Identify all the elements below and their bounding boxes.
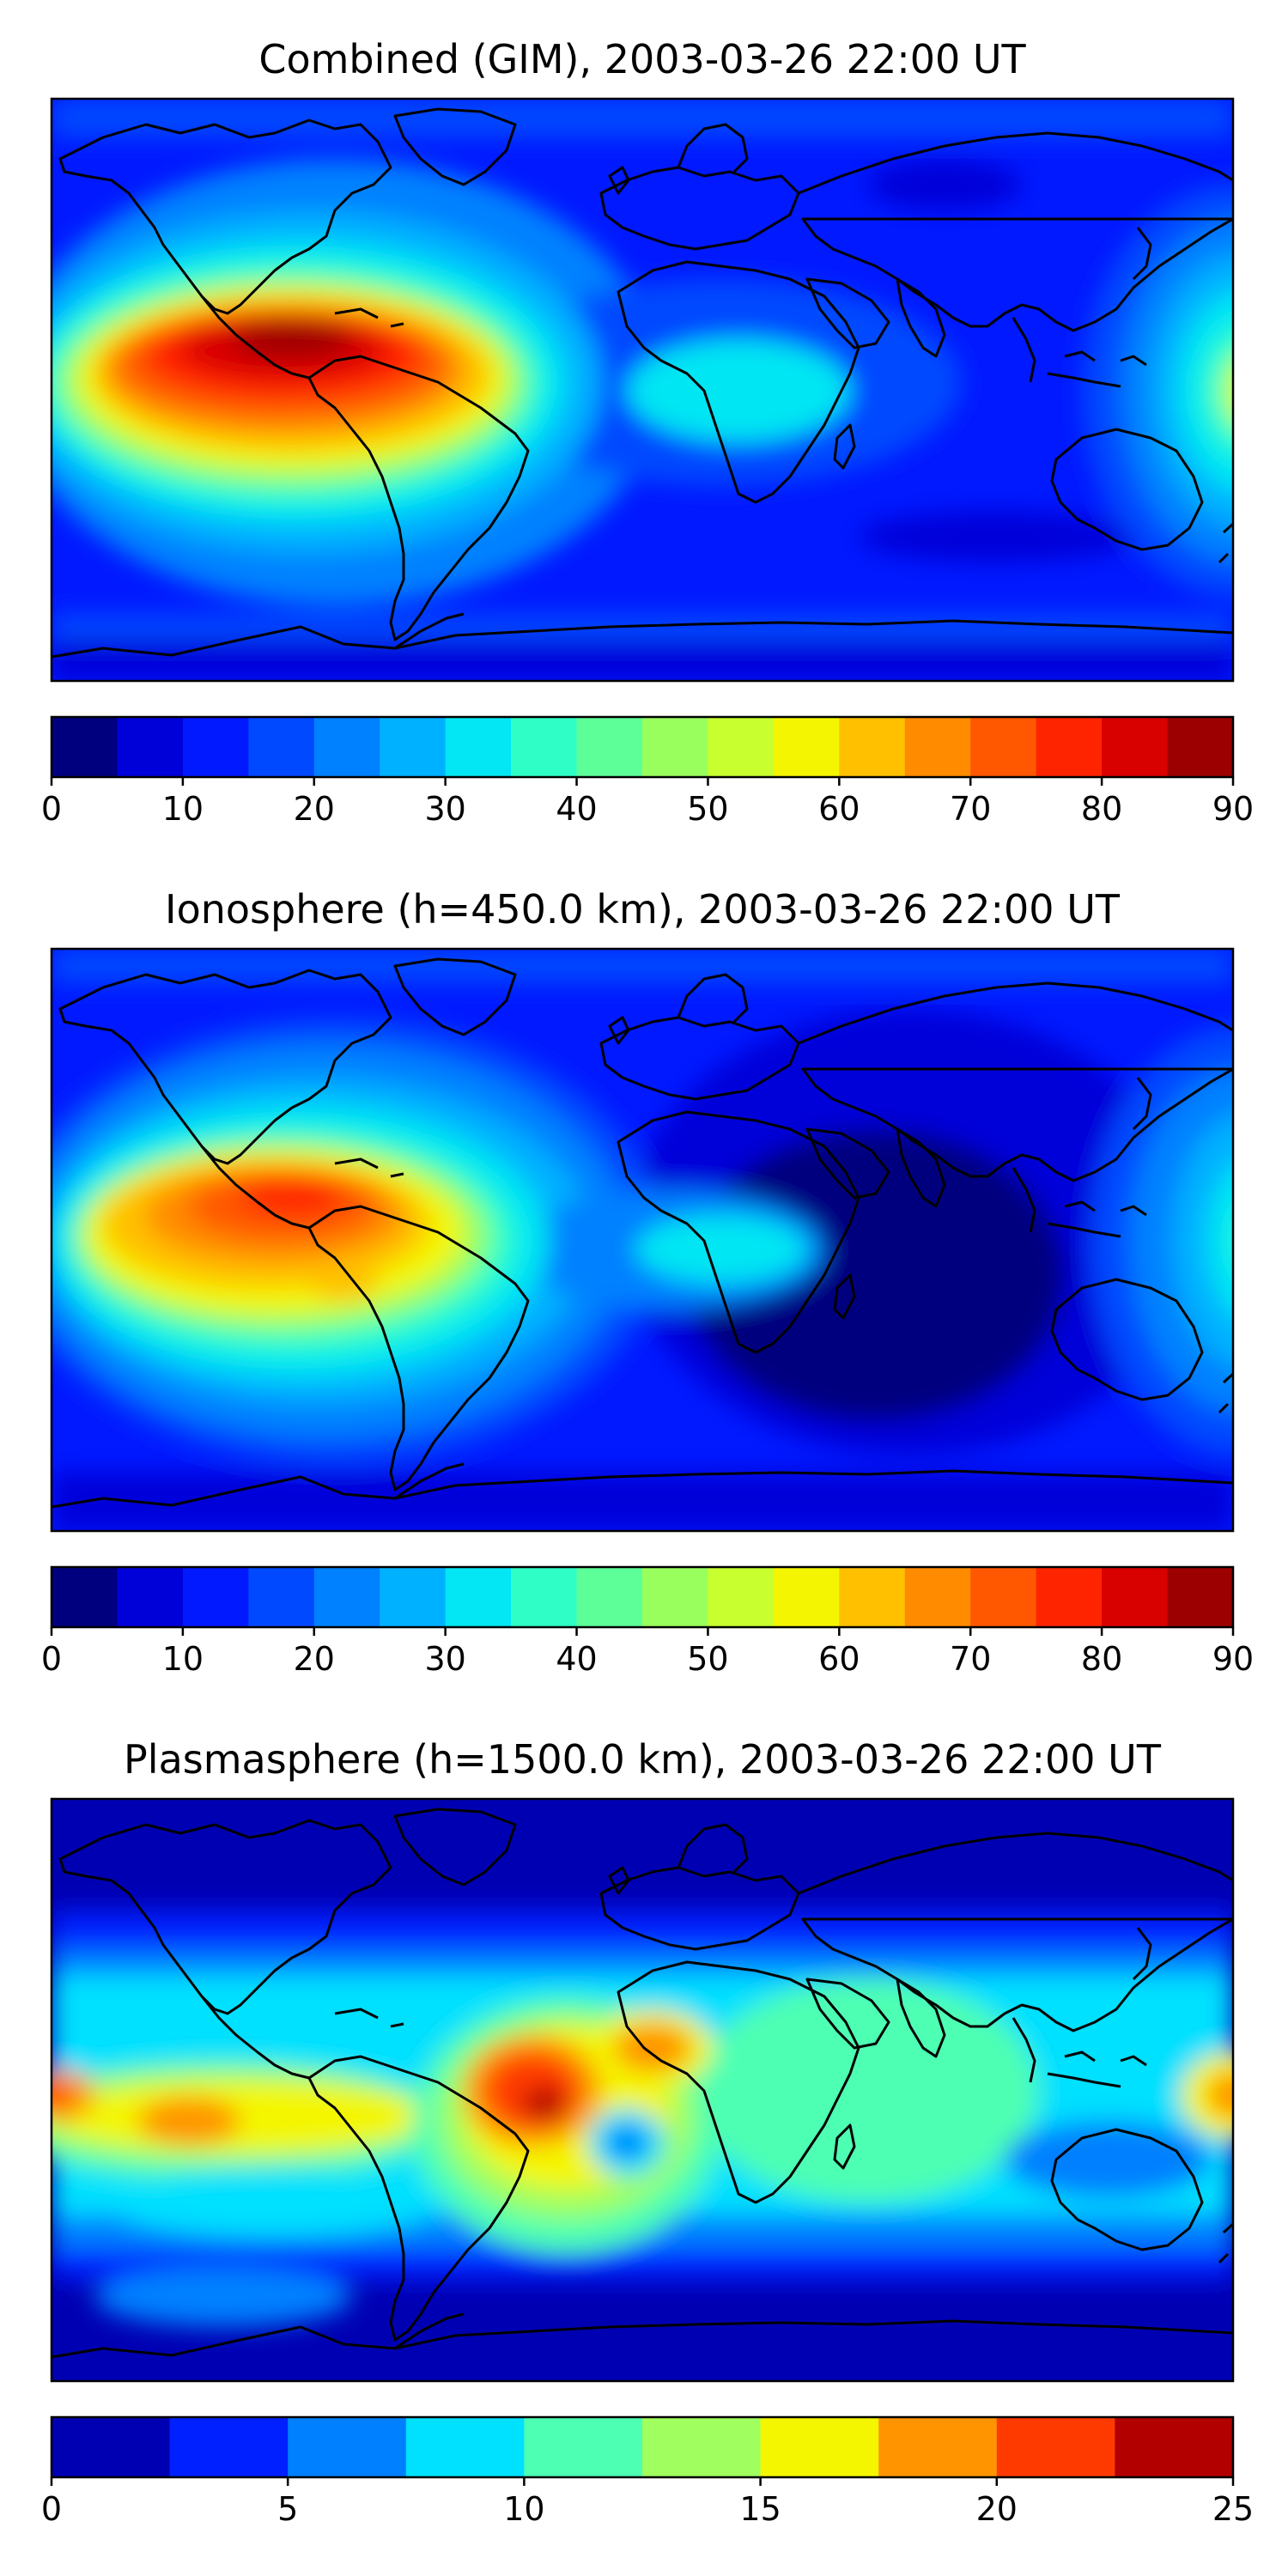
colorbar-2-segment <box>445 1567 512 1627</box>
colorbar-1-segment <box>313 717 380 777</box>
colorbar-1-tick-label: 10 <box>162 790 204 828</box>
colorbar-2-tick-label: 10 <box>162 1640 204 1678</box>
colorbar-2-segment <box>970 1567 1037 1627</box>
colorbar-2-segment <box>182 1567 249 1627</box>
colorbar-1-tick-label: 70 <box>950 790 991 828</box>
colorbar-3-segment <box>760 2417 879 2477</box>
colorbar-1-tick-label: 0 <box>41 790 62 828</box>
panel-combined: Combined (GIM), 2003-03-26 22:00 UT <box>41 36 1254 828</box>
panel-ionosphere: Ionosphere (h=450.0 km), 2003-03-26 22:0… <box>41 886 1254 1678</box>
colorbar-2-segment <box>380 1567 447 1627</box>
colorbar-1-segment <box>642 717 709 777</box>
colorbar-1-tick-label: 90 <box>1212 790 1254 828</box>
colorbar-3-segment <box>52 2417 171 2477</box>
colorbar-1-tick-label: 30 <box>424 790 465 828</box>
map-3-frame <box>50 1797 1235 2383</box>
colorbar-2-tick-label: 20 <box>294 1640 335 1678</box>
colorbar-3-tick-label: 20 <box>976 2490 1018 2528</box>
panel-plasmasphere: Plasmasphere (h=1500.0 km), 2003-03-26 2… <box>41 1736 1254 2528</box>
colorbar-2-segment <box>773 1567 840 1627</box>
colorbar-1-segment <box>511 717 578 777</box>
colorbar-2-tick-label: 30 <box>424 1640 465 1678</box>
colorbar-3: 0 5 10 15 20 25 <box>41 2415 1254 2528</box>
colorbar-2-tick-label: 60 <box>818 1640 860 1678</box>
colorbar-3-segment <box>878 2417 998 2477</box>
colorbar-3-tick-label: 15 <box>739 2490 781 2528</box>
colorbar-2-tick-label: 80 <box>1081 1640 1122 1678</box>
colorbar-3-segment <box>642 2417 762 2477</box>
colorbar-3-segment <box>996 2417 1115 2477</box>
colorbar-2-segment <box>576 1567 643 1627</box>
colorbar-1-segment <box>904 717 971 777</box>
colorbar-1-segment <box>576 717 643 777</box>
colorbar-2-segment <box>1167 1567 1234 1627</box>
colorbar-1-tick-label: 50 <box>687 790 728 828</box>
colorbar-3-segment <box>169 2417 289 2477</box>
colorbar-1-tick-label: 60 <box>818 790 860 828</box>
map-2 <box>52 949 1233 1531</box>
colorbar-3-tick-label: 25 <box>1212 2490 1254 2528</box>
colorbar-2-tick-label: 0 <box>41 1640 62 1678</box>
colorbar-2-segment <box>52 1567 118 1627</box>
colorbar-1-tick-label: 20 <box>294 790 335 828</box>
colorbar-3-segment <box>288 2417 407 2477</box>
colorbar-2: 0 10 20 30 40 50 60 70 80 90 <box>41 1565 1254 1678</box>
map-3 <box>52 1799 1233 2381</box>
colorbar-2-tick-label: 50 <box>687 1640 728 1678</box>
colorbar-2-tick-label: 40 <box>556 1640 597 1678</box>
colorbar-1-segment <box>248 717 315 777</box>
colorbar-2-segment <box>313 1567 380 1627</box>
colorbar-1-tick-label: 80 <box>1081 790 1122 828</box>
colorbar-2-segment <box>1102 1567 1169 1627</box>
colorbar-1-segment <box>182 717 249 777</box>
colorbar-2-segment <box>511 1567 578 1627</box>
colorbar-2-segment <box>642 1567 709 1627</box>
colorbar-1-segment <box>1167 717 1234 777</box>
colorbar-2-segment <box>117 1567 184 1627</box>
colorbar-1-segment <box>117 717 184 777</box>
colorbar-3-segment <box>1115 2417 1234 2477</box>
colorbar-1-segment <box>380 717 447 777</box>
colorbar-1-segment <box>708 717 775 777</box>
colorbar-3-frame <box>50 2415 1235 2479</box>
colorbar-1-segment <box>970 717 1037 777</box>
colorbar-2-segment <box>248 1567 315 1627</box>
colorbar-1: 0 10 20 30 40 50 60 70 80 90 <box>41 715 1254 828</box>
colorbar-3-tick-label: 5 <box>277 2490 298 2528</box>
colorbar-2-tick-label: 90 <box>1212 1640 1254 1678</box>
colorbar-1-segment <box>773 717 840 777</box>
colorbar-1-segment <box>445 717 512 777</box>
map-1 <box>52 99 1233 681</box>
colorbar-1-segment <box>1036 717 1103 777</box>
colorbar-3-segment <box>524 2417 643 2477</box>
colorbar-1-tick-label: 40 <box>556 790 597 828</box>
colorbar-3-segment <box>405 2417 525 2477</box>
colorbar-1-segment <box>52 717 118 777</box>
map-1-frame <box>50 97 1235 683</box>
colorbar-3-tick-label: 0 <box>41 2490 62 2528</box>
panel-3-title: Plasmasphere (h=1500.0 km), 2003-03-26 2… <box>124 1736 1162 1783</box>
panel-1-title: Combined (GIM), 2003-03-26 22:00 UT <box>258 36 1026 82</box>
colorbar-2-segment <box>708 1567 775 1627</box>
colorbar-2-tick-label: 70 <box>950 1640 991 1678</box>
colorbar-2-segment <box>904 1567 971 1627</box>
colorbar-1-segment <box>839 717 906 777</box>
colorbar-1-frame <box>50 715 1235 779</box>
colorbar-1-segment <box>1102 717 1169 777</box>
map-2-frame <box>50 947 1235 1533</box>
colorbar-2-frame <box>50 1565 1235 1629</box>
colorbar-2-segment <box>1036 1567 1103 1627</box>
colorbar-2-segment <box>839 1567 906 1627</box>
colorbar-3-tick-label: 10 <box>503 2490 544 2528</box>
panel-2-title: Ionosphere (h=450.0 km), 2003-03-26 22:0… <box>165 886 1121 933</box>
